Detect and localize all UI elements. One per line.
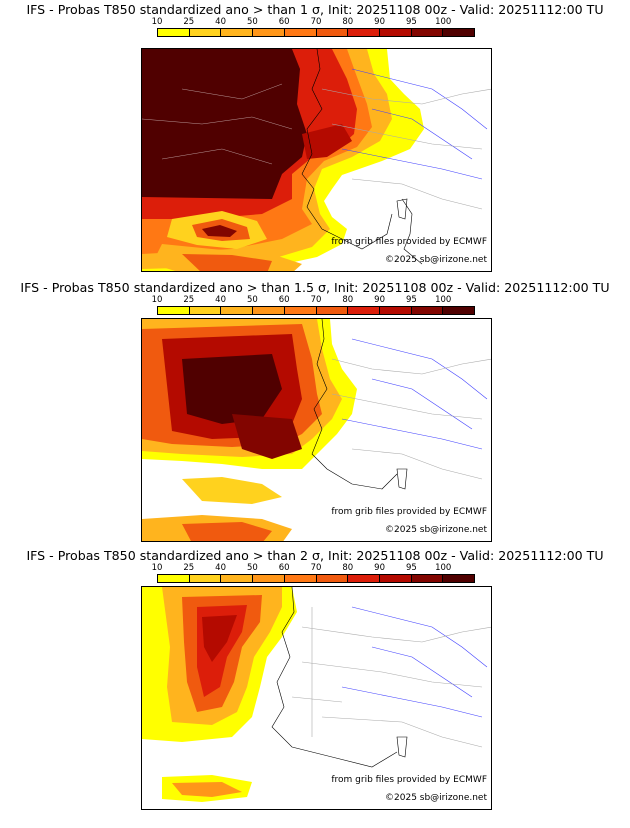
- color-scale: 10 25 40 50 60 70 80 90 95 100: [152, 17, 475, 38]
- color-scale: 10 25 40 50 60 70 80 90 95 100: [152, 295, 475, 316]
- scale-swatch: [253, 307, 285, 314]
- probability-map: from grib files provided by ECMWF ©2025 …: [141, 318, 492, 542]
- scale-tick-label: 90: [374, 17, 386, 27]
- scale-tick-label: 80: [342, 295, 354, 305]
- scale-swatch: [316, 575, 349, 582]
- scale-swatch: [158, 29, 190, 36]
- scale-swatch: [443, 307, 475, 314]
- scale-swatch: [284, 575, 317, 582]
- scale-tick-label: 95: [405, 17, 417, 27]
- scale-swatch: [379, 307, 412, 314]
- scale-tick-label: 10: [151, 17, 163, 27]
- scale-swatch: [253, 575, 285, 582]
- scale-labels: 10 25 40 50 60 70 80 90 95 100: [152, 295, 475, 306]
- scale-swatch: [253, 29, 285, 36]
- scale-swatch: [379, 29, 412, 36]
- scale-swatch: [158, 307, 190, 314]
- map-graphic: [142, 587, 491, 802]
- scale-tick-label: 60: [278, 17, 290, 27]
- scale-tick-label: 25: [183, 17, 195, 27]
- scale-tick-label: 60: [278, 295, 290, 305]
- copyright: ©2025 sb@irizone.net: [385, 793, 487, 803]
- scale-swatch: [158, 575, 190, 582]
- scale-tick-label: 60: [278, 563, 290, 573]
- scale-swatch: [316, 307, 349, 314]
- scale-tick-label: 40: [215, 17, 227, 27]
- scale-tick-label: 50: [246, 17, 258, 27]
- scale-tick-label: 50: [246, 563, 258, 573]
- scale-tick-label: 40: [215, 295, 227, 305]
- scale-swatch: [348, 307, 380, 314]
- copyright: ©2025 sb@irizone.net: [385, 255, 487, 265]
- scale-tick-label: 40: [215, 563, 227, 573]
- scale-bar: [157, 28, 475, 37]
- scale-swatch: [411, 307, 444, 314]
- scale-bar: [157, 574, 475, 583]
- scale-swatch: [348, 29, 380, 36]
- copyright: ©2025 sb@irizone.net: [385, 525, 487, 535]
- scale-swatch: [221, 575, 254, 582]
- scale-tick-label: 70: [310, 17, 322, 27]
- scale-bar: [157, 306, 475, 315]
- scale-tick-label: 95: [405, 295, 417, 305]
- scale-tick-label: 100: [435, 563, 452, 573]
- scale-tick-label: 100: [435, 17, 452, 27]
- scale-tick-label: 90: [374, 563, 386, 573]
- scale-tick-label: 80: [342, 17, 354, 27]
- scale-swatch: [316, 29, 349, 36]
- scale-tick-label: 10: [151, 563, 163, 573]
- panel-title: IFS - Probas T850 standardized ano > tha…: [26, 2, 604, 17]
- scale-tick-label: 25: [183, 295, 195, 305]
- scale-labels: 10 25 40 50 60 70 80 90 95 100: [152, 563, 475, 574]
- scale-swatch: [443, 29, 475, 36]
- panel-title: IFS - Probas T850 standardized ano > tha…: [26, 548, 604, 563]
- scale-tick-label: 70: [310, 295, 322, 305]
- scale-tick-label: 80: [342, 563, 354, 573]
- scale-tick-label: 95: [405, 563, 417, 573]
- scale-swatch: [189, 575, 222, 582]
- data-credit: from grib files provided by ECMWF: [331, 507, 487, 517]
- scale-tick-label: 70: [310, 563, 322, 573]
- scale-labels: 10 25 40 50 60 70 80 90 95 100: [152, 17, 475, 28]
- probability-map: from grib files provided by ECMWF ©2025 …: [141, 586, 492, 810]
- scale-swatch: [411, 29, 444, 36]
- data-credit: from grib files provided by ECMWF: [331, 775, 487, 785]
- map-graphic: [142, 49, 491, 271]
- scale-swatch: [284, 307, 317, 314]
- scale-tick-label: 90: [374, 295, 386, 305]
- scale-swatch: [189, 307, 222, 314]
- map-graphic: [142, 319, 491, 541]
- panel-title: IFS - Probas T850 standardized ano > tha…: [20, 280, 610, 295]
- scale-swatch: [348, 575, 380, 582]
- scale-tick-label: 10: [151, 295, 163, 305]
- scale-tick-label: 100: [435, 295, 452, 305]
- scale-swatch: [221, 29, 254, 36]
- scale-swatch: [284, 29, 317, 36]
- scale-swatch: [411, 575, 444, 582]
- color-scale: 10 25 40 50 60 70 80 90 95 100: [152, 563, 475, 584]
- scale-tick-label: 25: [183, 563, 195, 573]
- probability-map: from grib files provided by ECMWF ©2025 …: [141, 48, 492, 272]
- scale-swatch: [443, 575, 475, 582]
- data-credit: from grib files provided by ECMWF: [331, 237, 487, 247]
- scale-swatch: [379, 575, 412, 582]
- scale-tick-label: 50: [246, 295, 258, 305]
- scale-swatch: [189, 29, 222, 36]
- scale-swatch: [221, 307, 254, 314]
